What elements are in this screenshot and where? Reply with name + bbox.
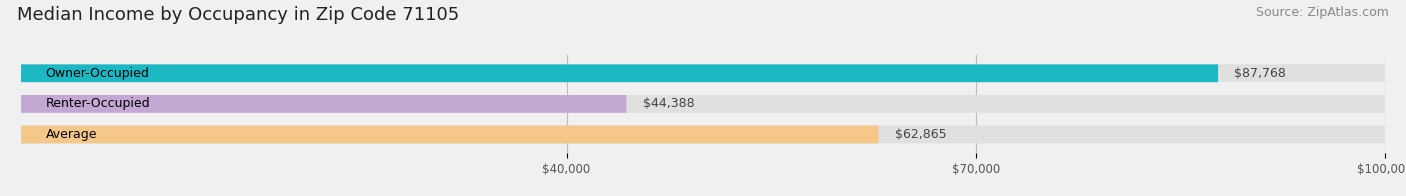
Text: Source: ZipAtlas.com: Source: ZipAtlas.com <box>1256 6 1389 19</box>
FancyBboxPatch shape <box>21 64 1218 82</box>
FancyBboxPatch shape <box>21 126 1385 143</box>
Text: Renter-Occupied: Renter-Occupied <box>45 97 150 110</box>
Text: Median Income by Occupancy in Zip Code 71105: Median Income by Occupancy in Zip Code 7… <box>17 6 460 24</box>
Text: Owner-Occupied: Owner-Occupied <box>45 67 149 80</box>
Text: $62,865: $62,865 <box>894 128 946 141</box>
Text: $44,388: $44,388 <box>643 97 695 110</box>
FancyBboxPatch shape <box>21 126 879 143</box>
Text: $87,768: $87,768 <box>1234 67 1286 80</box>
FancyBboxPatch shape <box>21 64 1385 82</box>
FancyBboxPatch shape <box>21 95 627 113</box>
Text: Average: Average <box>45 128 97 141</box>
FancyBboxPatch shape <box>21 95 1385 113</box>
